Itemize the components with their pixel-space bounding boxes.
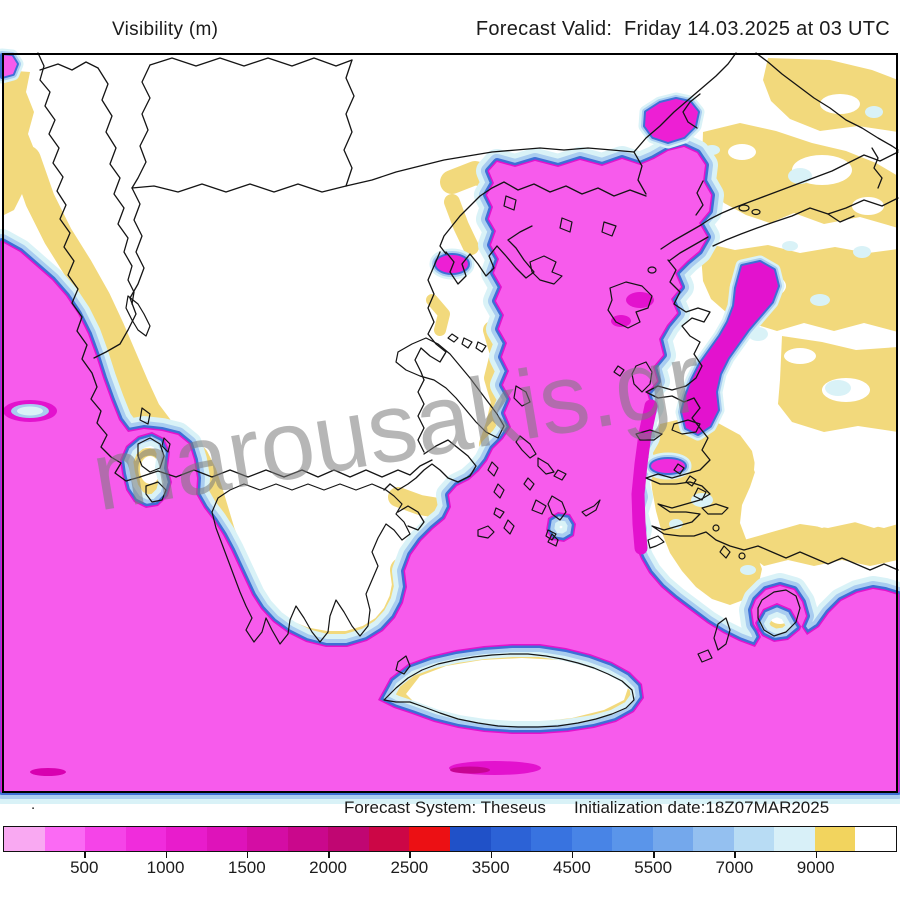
colorbar-tick-label: 1000 [146, 858, 185, 877]
colorbar-segment [814, 827, 856, 851]
colorbar-ticks [3, 852, 897, 859]
colorbar-tick [409, 852, 411, 858]
colorbar-segment [774, 827, 815, 851]
colorbar-segment [44, 827, 86, 851]
colorbar-tick [653, 852, 655, 858]
colorbar-segment [652, 827, 694, 851]
visibility-colorbar [3, 826, 897, 852]
colorbar-segment [409, 827, 451, 851]
colorbar-tick-label: 2500 [390, 858, 429, 877]
valid-time-label: Forecast Valid: Friday 14.03.2025 at 03 … [475, 18, 890, 40]
init-date-label: Initialization date:18Z07MAR2025 [574, 798, 830, 817]
colorbar-segment [4, 827, 45, 851]
map-title: Visibility (m) [112, 19, 219, 40]
colorbar-tick-label: 9000 [796, 858, 835, 877]
stray-dot: . [31, 796, 36, 813]
coastlines-and-borders [37, 52, 899, 728]
colorbar-tick [84, 852, 86, 858]
colorbar-labels: 500 1000 1500 2000 2500 3500 4500 5500 7000 9000 [3, 858, 897, 878]
colorbar-segment [612, 827, 653, 851]
colorbar-segment [287, 827, 329, 851]
colorbar-tick-label: 500 [70, 858, 99, 877]
colorbar-tick [490, 852, 493, 858]
colorbar-segment [531, 827, 572, 851]
colorbar-tick [734, 852, 736, 858]
colorbar-segment [206, 827, 248, 851]
colorbar-tick-label: 2000 [309, 858, 347, 877]
colorbar-tick [165, 852, 168, 858]
colorbar-segment [571, 827, 613, 851]
colorbar-segment [328, 827, 369, 851]
forecast-system-label: Forecast System: Theseus [344, 798, 546, 817]
colorbar-segment [166, 827, 207, 851]
colorbar-tick [328, 852, 330, 858]
colorbar-segment [368, 827, 410, 851]
colorbar-segment [855, 827, 897, 851]
colorbar-segment [450, 827, 491, 851]
colorbar-segment [490, 827, 532, 851]
colorbar-tick-label: 3500 [471, 858, 510, 877]
map-frame [2, 53, 898, 793]
colorbar-tick [571, 852, 574, 858]
colorbar-tick-label: 7000 [715, 858, 754, 877]
colorbar-segment [693, 827, 734, 851]
dense-fog-accents [3, 292, 658, 776]
colorbar-segment [733, 827, 775, 851]
colorbar-segment [247, 827, 288, 851]
colorbar-tick-label: 4500 [552, 858, 591, 877]
colorbar-tick-label: 5500 [634, 858, 673, 877]
colorbar-segment [125, 827, 167, 851]
pale-cyan-spots [669, 106, 883, 575]
colorbar-tick [246, 852, 249, 858]
colorbar-tick-label: 1500 [227, 858, 266, 877]
colorbar-segment [85, 827, 126, 851]
colorbar-tick [815, 852, 818, 858]
